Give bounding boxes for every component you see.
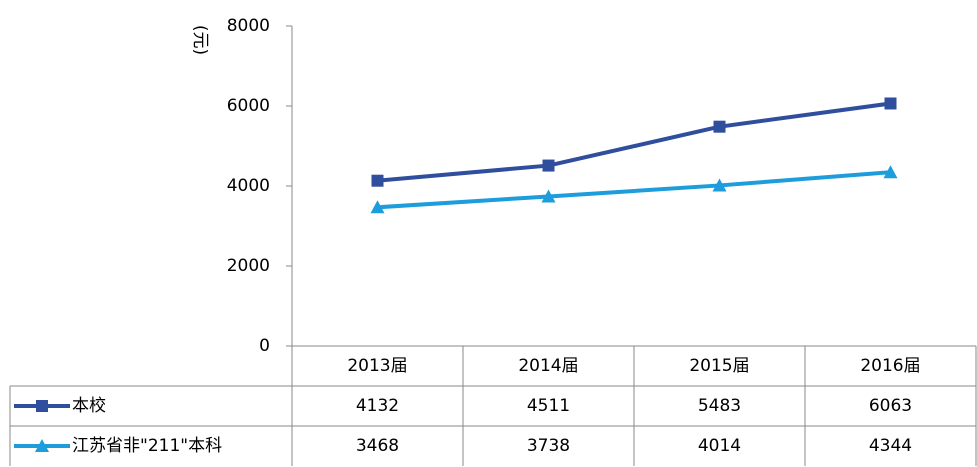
legend-label: 本校: [72, 396, 106, 416]
x-tick-label: 2013届: [347, 356, 407, 376]
point-marker: [370, 200, 385, 214]
y-tick-label: 6000: [227, 96, 270, 116]
table-value: 3468: [356, 436, 399, 456]
legend-marker: [35, 439, 49, 452]
point-marker: [712, 178, 727, 192]
table-value: 4511: [527, 396, 570, 416]
table-value: 4344: [869, 436, 912, 456]
point-marker: [884, 97, 897, 110]
table-value: 6063: [869, 396, 912, 416]
point-marker: [371, 174, 384, 187]
point-marker: [883, 165, 898, 179]
table-value: 5483: [698, 396, 741, 416]
x-tick-label: 2015届: [689, 356, 749, 376]
y-tick-label: 4000: [227, 176, 270, 196]
table-value: 4132: [356, 396, 399, 416]
point-marker: [541, 189, 556, 203]
point-marker: [542, 159, 555, 172]
y-tick-label: 8000: [227, 16, 270, 36]
y-axis-label: (元): [190, 25, 210, 55]
x-tick-label: 2016届: [860, 356, 920, 376]
legend-marker: [36, 400, 48, 412]
series-line: [377, 170, 891, 210]
series-line: [377, 101, 891, 183]
y-tick-label: 2000: [227, 256, 270, 276]
x-tick-label: 2014届: [518, 356, 578, 376]
y-tick-label: 0: [259, 336, 270, 356]
legend-label: 江苏省非"211"本科: [72, 436, 222, 456]
table-value: 4014: [698, 436, 741, 456]
table-value: 3738: [527, 436, 570, 456]
point-marker: [713, 120, 726, 133]
